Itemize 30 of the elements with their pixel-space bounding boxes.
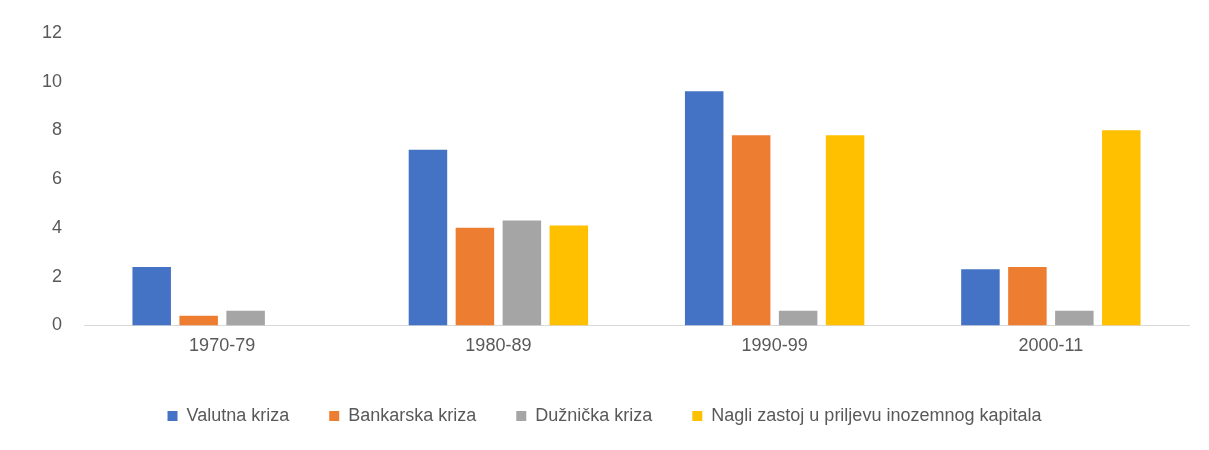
bar: [1055, 310, 1094, 326]
bar: [825, 135, 865, 326]
legend-label: Valutna kriza: [186, 404, 291, 425]
x-tick-label: 2000-11: [1018, 335, 1084, 356]
y-tick-label: 0: [52, 314, 63, 335]
legend-label: Dužnička kriza: [535, 404, 654, 425]
y-tick-label: 6: [52, 168, 63, 189]
bar: [731, 135, 771, 326]
bar: [1102, 130, 1141, 326]
bar: [455, 227, 495, 326]
legend-label: Nagli zastoj u priljevu inozemnog kapitala: [711, 404, 1043, 425]
y-tick-label: 10: [41, 70, 63, 91]
x-tick-label: 1990-99: [741, 335, 808, 356]
bar: [1008, 266, 1047, 326]
bar: [226, 310, 265, 326]
y-tick-label: 8: [52, 119, 63, 140]
bar: [179, 315, 218, 326]
bar: [132, 266, 171, 326]
bar: [961, 269, 1000, 326]
y-tick-label: 2: [52, 265, 63, 286]
bar: [778, 310, 818, 326]
bar: [549, 225, 589, 326]
bar: [502, 220, 542, 326]
x-tick-label: 1970-79: [189, 335, 256, 356]
x-tick-label: 1980-89: [465, 335, 532, 356]
legend-label: Bankarska kriza: [348, 404, 478, 425]
bar: [408, 149, 448, 326]
bar: [684, 91, 724, 326]
y-tick-label: 12: [41, 21, 63, 42]
y-tick-label: 4: [52, 216, 63, 237]
